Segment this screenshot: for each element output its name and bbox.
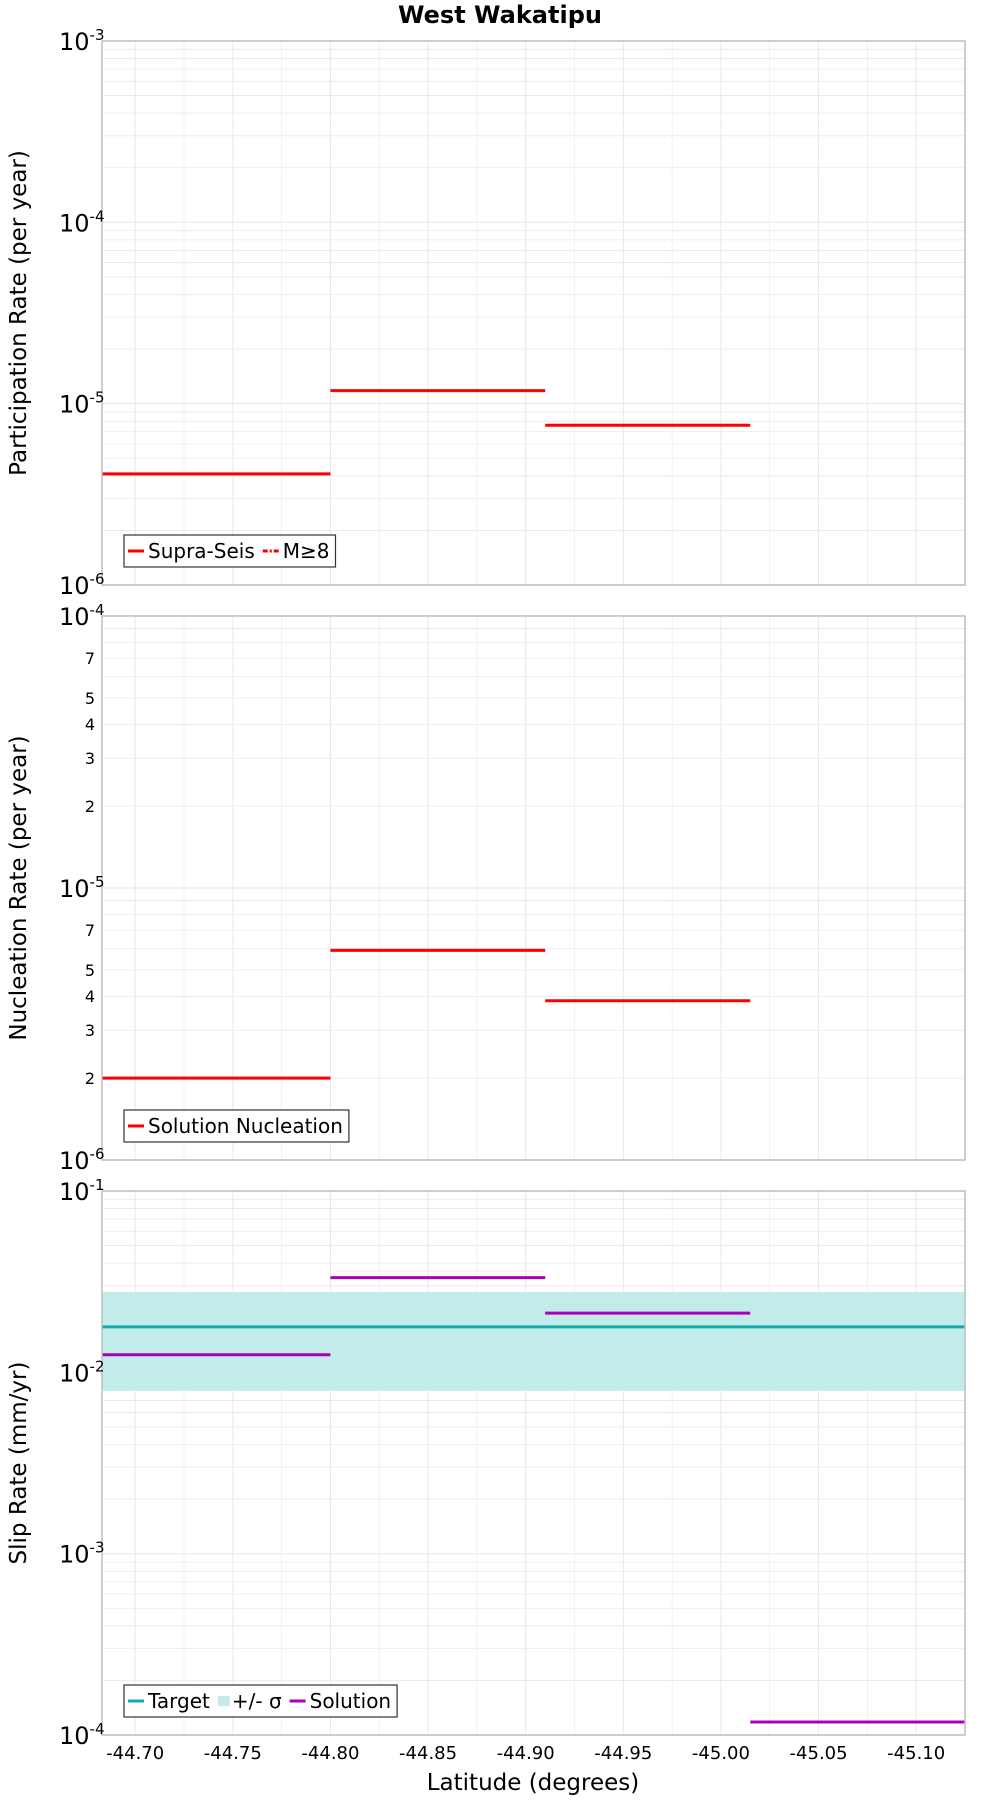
x-tick-label: -44.80: [301, 1743, 359, 1764]
y-tick-label: 10-2: [59, 1357, 105, 1387]
y-minor-tick-label: 5: [85, 689, 95, 708]
y-minor-tick-label: 7: [85, 921, 95, 940]
legend-label: Supra-Seis: [148, 539, 255, 563]
x-tick-label: -44.75: [204, 1743, 262, 1764]
plot-area: [102, 41, 965, 585]
y-minor-tick-label: 2: [85, 1069, 95, 1088]
y-tick-label: 10-4: [59, 207, 105, 237]
y-axis-label: Nucleation Rate (per year): [6, 735, 32, 1040]
x-tick-label: -45.05: [790, 1743, 848, 1764]
panel-2: 10-6 10-5 10-4 2 3 4 5 7 2 3 4 5 7 Nucleation Rate (p…: [6, 601, 966, 1175]
legend-label: +/- σ: [232, 1689, 282, 1713]
legend-box: [123, 1109, 350, 1143]
y-minor-tick-label: 7: [85, 649, 95, 668]
grid: [102, 41, 965, 586]
x-tick-label: -45.10: [887, 1743, 945, 1764]
legend: Target +/- σ Solution: [123, 1684, 398, 1718]
y-axis-label: Slip Rate (mm/yr): [6, 1362, 32, 1565]
legend-swatch: [217, 1696, 230, 1706]
y-minor-tick-label: 2: [85, 797, 95, 816]
plot-area: [102, 1191, 965, 1735]
panel-1: 10-6 10-5 10-4 10-3 Participation Rate (per …: [6, 26, 966, 600]
x-axis: -44.70 -44.75 -44.80 -44.85 -44.90 -44.95 -45.…: [106, 1743, 945, 1764]
series-solution-nucleation: [102, 948, 751, 1080]
plot-frame: [101, 615, 966, 1161]
plot-frame: [101, 1190, 966, 1736]
x-tick-label: -44.95: [594, 1743, 652, 1764]
legend: Solution Nucleation: [123, 1109, 350, 1143]
y-minor-tick-label: 5: [85, 961, 95, 980]
legend-label: M≥8: [283, 539, 330, 563]
plot-frame: [101, 40, 966, 586]
panels: 10-6 10-5 10-4 10-3 Participation Rate (per …: [6, 26, 966, 1750]
y-tick-label: 10-5: [59, 873, 105, 903]
y-tick-label: 10-1: [59, 1176, 105, 1206]
legend-box: [123, 534, 337, 568]
legend-label: Target: [147, 1689, 210, 1713]
y-tick-label: 10-4: [59, 601, 105, 631]
panel-3: 10-4 10-3 10-2 10-1 Slip Rate (mm/yr) Target +…: [6, 1176, 966, 1750]
y-tick-label: 10-6: [59, 1145, 105, 1175]
y-minor-tick-label: 4: [85, 715, 95, 734]
y-tick-label: 10-3: [59, 1539, 105, 1569]
y-tick-label: 10-3: [59, 26, 105, 56]
x-tick-label: -45.00: [692, 1743, 750, 1764]
y-axis-label: Participation Rate (per year): [6, 150, 32, 476]
y-minor-tick-label: 4: [85, 987, 95, 1006]
grid: [102, 616, 965, 1161]
x-axis-label: Latitude (degrees): [427, 1770, 640, 1796]
series-supra-seis: [102, 389, 751, 476]
x-tick-label: -44.90: [497, 1743, 555, 1764]
x-tick-label: -44.70: [106, 1743, 164, 1764]
sigma-band: [102, 1292, 965, 1391]
x-tick-label: -44.85: [399, 1743, 457, 1764]
legend-label: Solution Nucleation: [148, 1114, 343, 1138]
y-tick-label: 10-6: [59, 570, 105, 600]
y-minor-tick-label: 3: [85, 1021, 95, 1040]
y-tick-label: 10-4: [59, 1720, 105, 1750]
legend: Supra-Seis M≥8: [123, 534, 337, 568]
legend-label: Solution: [310, 1689, 391, 1713]
legend-box: [123, 1684, 398, 1718]
y-tick-label: 10-5: [59, 389, 105, 419]
series-solution: [102, 1276, 965, 1724]
chart-title: West Wakatipu: [398, 1, 602, 29]
y-minor-tick-label: 3: [85, 749, 95, 768]
